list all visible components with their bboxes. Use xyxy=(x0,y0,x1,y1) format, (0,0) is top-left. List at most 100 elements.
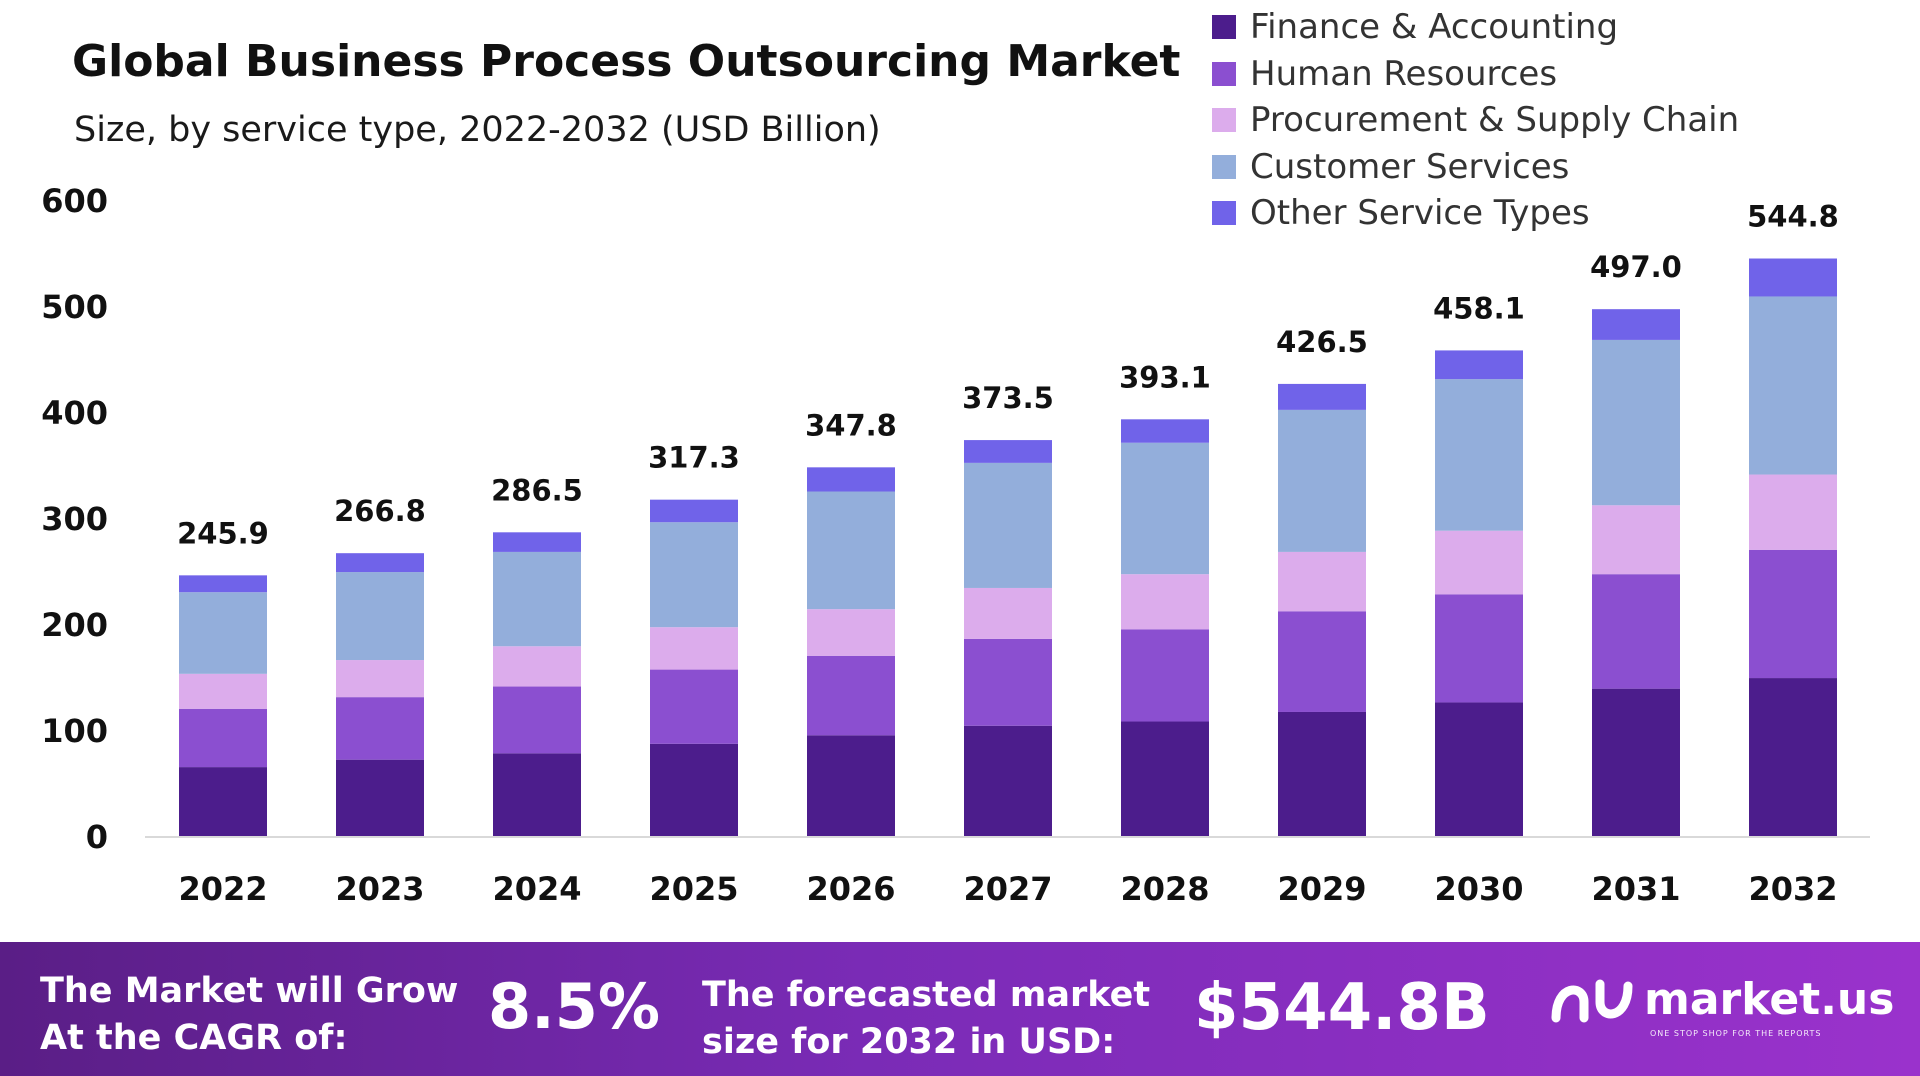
bar-segment xyxy=(179,767,267,836)
bar-segment xyxy=(650,669,738,744)
bar-segment xyxy=(336,660,424,698)
total-data-label: 497.0 xyxy=(1590,250,1682,284)
bar-stack-2030 xyxy=(1435,350,1523,836)
bar-segment xyxy=(1749,296,1837,475)
bar-segment xyxy=(336,553,424,573)
bar-segment xyxy=(964,587,1052,639)
bar-segment xyxy=(1749,549,1837,679)
total-data-label: 266.8 xyxy=(334,494,426,528)
bar-segment xyxy=(493,532,581,552)
chart-title: Global Business Process Outsourcing Mark… xyxy=(72,36,1181,87)
bar-segment xyxy=(1435,702,1523,836)
legend-item: Other Service Types xyxy=(1212,190,1739,237)
legend-swatch xyxy=(1212,201,1236,226)
x-tick-label: 2025 xyxy=(649,870,738,908)
x-tick-label: 2032 xyxy=(1748,870,1837,908)
bar-segment xyxy=(1278,711,1366,836)
bar-stack-2024 xyxy=(493,532,581,836)
total-data-label: 544.8 xyxy=(1747,200,1839,234)
bar-segment xyxy=(493,646,581,687)
forecast-label: The forecasted market size for 2032 in U… xyxy=(702,972,1150,1066)
brand-tagline: ONE STOP SHOP FOR THE REPORTS xyxy=(1650,1029,1822,1038)
market-us-logo-icon xyxy=(1551,979,1633,1023)
bar-segment xyxy=(1278,551,1366,612)
bar-segment xyxy=(807,491,895,610)
bar-segment xyxy=(179,592,267,674)
bar-segment xyxy=(964,725,1052,836)
total-data-label: 393.1 xyxy=(1119,360,1211,394)
bar-segment xyxy=(336,572,424,661)
bar-segment xyxy=(1435,350,1523,380)
bar-stack-2025 xyxy=(650,499,738,836)
y-tick-label: 400 xyxy=(41,394,108,432)
legend-item: Finance & Accounting xyxy=(1212,4,1739,51)
y-tick-label: 0 xyxy=(86,818,108,856)
bar-segment xyxy=(807,655,895,736)
bar-segment xyxy=(1121,419,1209,443)
bar-segment xyxy=(1749,678,1837,836)
y-tick-label: 300 xyxy=(41,500,108,538)
bar-segment xyxy=(493,551,581,647)
x-tick-label: 2031 xyxy=(1591,870,1680,908)
legend-label: Other Service Types xyxy=(1250,193,1590,234)
bar-stack-2026 xyxy=(807,467,895,836)
bar-segment xyxy=(1592,505,1680,575)
cagr-label: The Market will Grow At the CAGR of: xyxy=(40,968,458,1062)
total-data-label: 373.5 xyxy=(962,381,1054,415)
bar-segment xyxy=(1278,383,1366,410)
legend-item: Procurement & Supply Chain xyxy=(1212,97,1739,144)
legend-swatch xyxy=(1212,154,1236,179)
total-data-label: 286.5 xyxy=(491,473,583,507)
bar-stack-2023 xyxy=(336,553,424,836)
bar-segment xyxy=(1435,379,1523,531)
x-tick-label: 2022 xyxy=(178,870,267,908)
y-tick-label: 100 xyxy=(41,712,108,750)
bar-segment xyxy=(650,522,738,628)
legend-label: Procurement & Supply Chain xyxy=(1250,100,1740,141)
bar-segment xyxy=(1592,339,1680,506)
brand-logo[interactable]: market.us xyxy=(1550,972,1894,1028)
bar-segment xyxy=(807,735,895,836)
bar-segment xyxy=(493,686,581,754)
bar-segment xyxy=(1121,442,1209,575)
bar-segment xyxy=(493,753,581,836)
legend-item: Customer Services xyxy=(1212,144,1739,191)
x-tick-label: 2028 xyxy=(1120,870,1209,908)
footer-banner: The Market will Grow At the CAGR of: 8.5… xyxy=(0,942,1920,1076)
bar-stack-2032 xyxy=(1749,258,1837,836)
bar-segment xyxy=(336,697,424,760)
bar-segment xyxy=(1749,474,1837,550)
cagr-value: 8.5% xyxy=(488,970,660,1043)
legend-label: Customer Services xyxy=(1250,146,1570,187)
bar-segment xyxy=(179,673,267,709)
bar-segment xyxy=(179,575,267,593)
bar-segment xyxy=(807,467,895,492)
bar-segment xyxy=(807,609,895,656)
legend-swatch xyxy=(1212,15,1236,40)
bar-segment xyxy=(336,759,424,836)
legend-swatch xyxy=(1212,108,1236,133)
bar-segment xyxy=(1749,258,1837,297)
bar-segment xyxy=(650,499,738,523)
legend-label: Finance & Accounting xyxy=(1250,7,1619,48)
y-tick-label: 500 xyxy=(41,288,108,326)
x-tick-label: 2023 xyxy=(335,870,424,908)
bar-segment xyxy=(1592,574,1680,689)
bar-segment xyxy=(1435,594,1523,703)
chart-subtitle: Size, by service type, 2022-2032 (USD Bi… xyxy=(74,110,881,150)
cagr-label-line1: The Market will Grow xyxy=(40,971,459,1011)
bar-segment xyxy=(1121,629,1209,722)
total-data-label: 245.9 xyxy=(177,516,269,550)
forecast-value: $544.8B xyxy=(1194,971,1490,1045)
legend-label: Human Resources xyxy=(1250,53,1558,94)
bar-segment xyxy=(179,708,267,768)
legend-item: Human Resources xyxy=(1212,51,1739,98)
bar-segment xyxy=(650,743,738,836)
chart-legend: Finance & Accounting Human Resources Procu… xyxy=(1212,4,1739,237)
bar-stack-2031 xyxy=(1592,309,1680,836)
bar-segment xyxy=(1278,611,1366,712)
bar-stack-2027 xyxy=(964,440,1052,836)
bar-segment xyxy=(964,440,1052,463)
y-tick-label: 600 xyxy=(41,182,108,220)
bar-segment xyxy=(1592,688,1680,836)
